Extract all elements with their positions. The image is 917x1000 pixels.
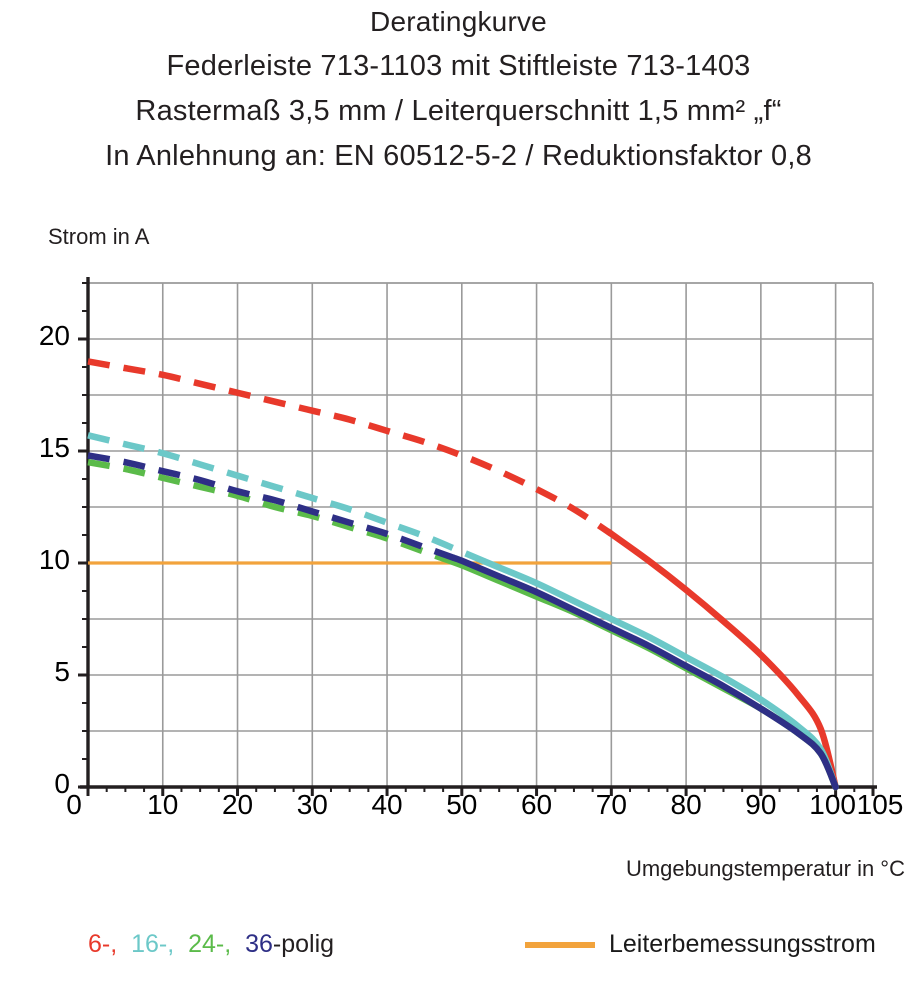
y-tick-label: 10 xyxy=(38,544,70,575)
legend-label-36-polig: 36 xyxy=(245,930,273,958)
legend-reference-entry: Leiterbemessungsstrom xyxy=(525,930,876,959)
y-tick-label: 20 xyxy=(38,320,70,351)
title-line-2: Federleiste 713-1103 mit Stiftleiste 713… xyxy=(166,50,751,82)
x-tick-label: 100 xyxy=(809,789,856,820)
chart-title-block: Deratingkurve Federleiste 713-1103 mit S… xyxy=(0,0,917,179)
y-tick-label: 15 xyxy=(38,432,70,463)
y-tick-label: 0 xyxy=(54,768,70,799)
y-tick-label: 5 xyxy=(54,656,70,687)
legend-label-24-polig: 24-, xyxy=(188,930,232,958)
axis-ticks xyxy=(78,282,875,796)
x-tick-label: 70 xyxy=(595,789,627,820)
legend-series-labels: 6-, 16-, 24-, 36-polig xyxy=(88,930,334,959)
chart-legend: 6-, 16-, 24-, 36-polig Leiterbemessungss… xyxy=(0,930,917,990)
series-curves xyxy=(87,358,839,791)
y-axis-title: Strom in A xyxy=(48,224,150,249)
gridlines xyxy=(88,282,873,787)
x-tick-label: 20 xyxy=(221,789,254,820)
reference-line-swatch xyxy=(525,941,595,948)
x-tick-label: 105 xyxy=(856,789,904,820)
x-tick-label: 40 xyxy=(371,789,403,820)
legend-label-polig-suffix: -polig xyxy=(272,930,335,958)
x-tick-label: 50 xyxy=(446,789,478,820)
series-16-polig xyxy=(87,432,839,791)
title-line-4: In Anlehnung an: EN 60512-5-2 / Reduktio… xyxy=(105,140,812,172)
x-tick-label: 90 xyxy=(745,789,777,820)
title-line-1: Deratingkurve xyxy=(370,6,547,37)
legend-label-6-polig: 6-, xyxy=(88,930,118,958)
series-36-polig xyxy=(87,452,839,791)
legend-label-16-polig: 16-, xyxy=(131,930,175,958)
legend-label-reference: Leiterbemessungsstrom xyxy=(609,930,876,958)
x-tick-label: 60 xyxy=(520,789,553,820)
x-axis-title: Umgebungstemperatur in °C xyxy=(625,856,905,881)
x-tick-label: 80 xyxy=(670,789,702,820)
title-line-3: Rastermaß 3,5 mm / Leiterquerschnitt 1,5… xyxy=(135,95,782,127)
plot-frame xyxy=(80,277,877,789)
x-tick-label: 10 xyxy=(147,789,179,820)
x-tick-label: 30 xyxy=(296,789,328,820)
x-tick-label: 0 xyxy=(66,789,82,820)
series-6-polig xyxy=(87,358,839,791)
